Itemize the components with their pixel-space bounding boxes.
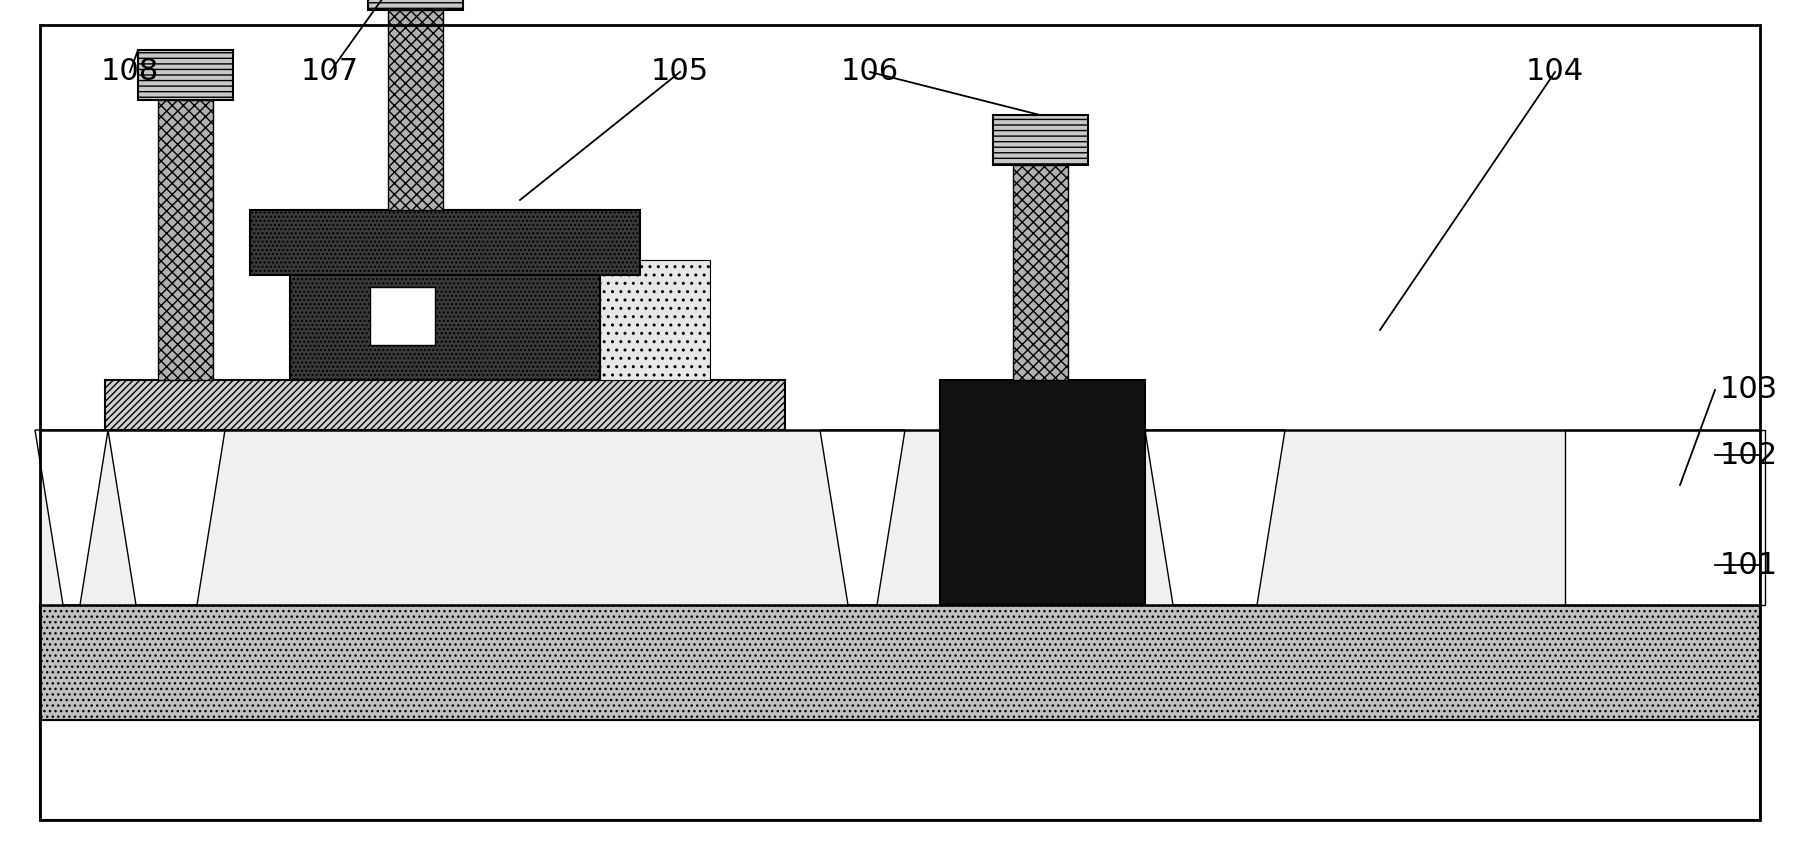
Bar: [993, 115, 1088, 165]
Bar: [40, 605, 1761, 720]
Text: 107: 107: [301, 58, 359, 87]
Bar: [290, 210, 600, 380]
Text: 101: 101: [1719, 551, 1779, 580]
Text: 108: 108: [101, 58, 159, 87]
Polygon shape: [1564, 430, 1764, 605]
Text: 103: 103: [1719, 375, 1779, 404]
Bar: [159, 100, 213, 380]
Bar: [387, 10, 443, 210]
Bar: [40, 430, 1761, 605]
Bar: [139, 50, 232, 100]
Bar: [369, 287, 434, 345]
Text: 104: 104: [1526, 58, 1584, 87]
Bar: [368, 0, 463, 10]
Text: 102: 102: [1719, 441, 1779, 470]
Bar: [600, 260, 710, 380]
Bar: [941, 380, 1144, 605]
Text: 105: 105: [651, 58, 708, 87]
Bar: [40, 720, 1761, 820]
Polygon shape: [1144, 430, 1285, 605]
Polygon shape: [108, 430, 225, 605]
Bar: [105, 380, 786, 430]
Text: 106: 106: [842, 58, 899, 87]
Polygon shape: [34, 430, 108, 605]
Bar: [250, 210, 640, 275]
Polygon shape: [820, 430, 905, 605]
Bar: [1013, 165, 1069, 380]
